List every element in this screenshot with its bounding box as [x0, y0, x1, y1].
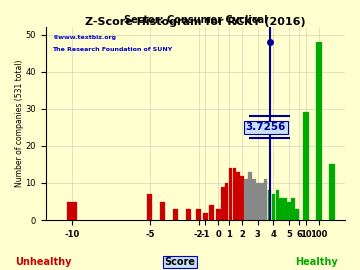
Bar — [237, 172, 240, 220]
Text: The Research Foundation of SUNY: The Research Foundation of SUNY — [52, 48, 172, 52]
Bar — [287, 201, 291, 220]
Text: ©www.textbiz.org: ©www.textbiz.org — [52, 35, 116, 39]
Bar — [173, 209, 179, 220]
Bar — [240, 176, 244, 220]
Bar — [291, 198, 295, 220]
Text: Healthy: Healthy — [296, 257, 338, 267]
Bar — [225, 183, 228, 220]
Bar — [209, 205, 214, 220]
Bar — [329, 164, 335, 220]
Y-axis label: Number of companies (531 total): Number of companies (531 total) — [15, 60, 24, 187]
Bar — [233, 168, 236, 220]
Bar — [256, 183, 260, 220]
Bar — [203, 213, 208, 220]
Bar — [283, 198, 287, 220]
Bar — [221, 187, 225, 220]
Bar — [160, 201, 166, 220]
Bar — [196, 209, 201, 220]
Bar — [279, 198, 283, 220]
Text: Score: Score — [165, 257, 195, 267]
Text: Unhealthy: Unhealthy — [15, 257, 71, 267]
Bar — [216, 209, 221, 220]
Bar — [186, 209, 192, 220]
Bar — [147, 194, 152, 220]
Bar — [252, 179, 256, 220]
Bar — [268, 190, 271, 220]
Bar — [244, 179, 248, 220]
Bar — [229, 168, 232, 220]
Bar — [275, 190, 279, 220]
Title: Z-Score Histogram for RCKY (2016): Z-Score Histogram for RCKY (2016) — [85, 17, 306, 27]
Bar — [67, 201, 77, 220]
Text: 3.7256: 3.7256 — [246, 122, 286, 132]
Bar — [271, 194, 275, 220]
Bar — [248, 172, 252, 220]
Bar — [260, 183, 264, 220]
Bar — [303, 112, 309, 220]
Bar — [295, 209, 299, 220]
Text: Sector: Consumer Cyclical: Sector: Consumer Cyclical — [123, 15, 267, 25]
Bar — [264, 179, 267, 220]
Bar — [316, 42, 322, 220]
